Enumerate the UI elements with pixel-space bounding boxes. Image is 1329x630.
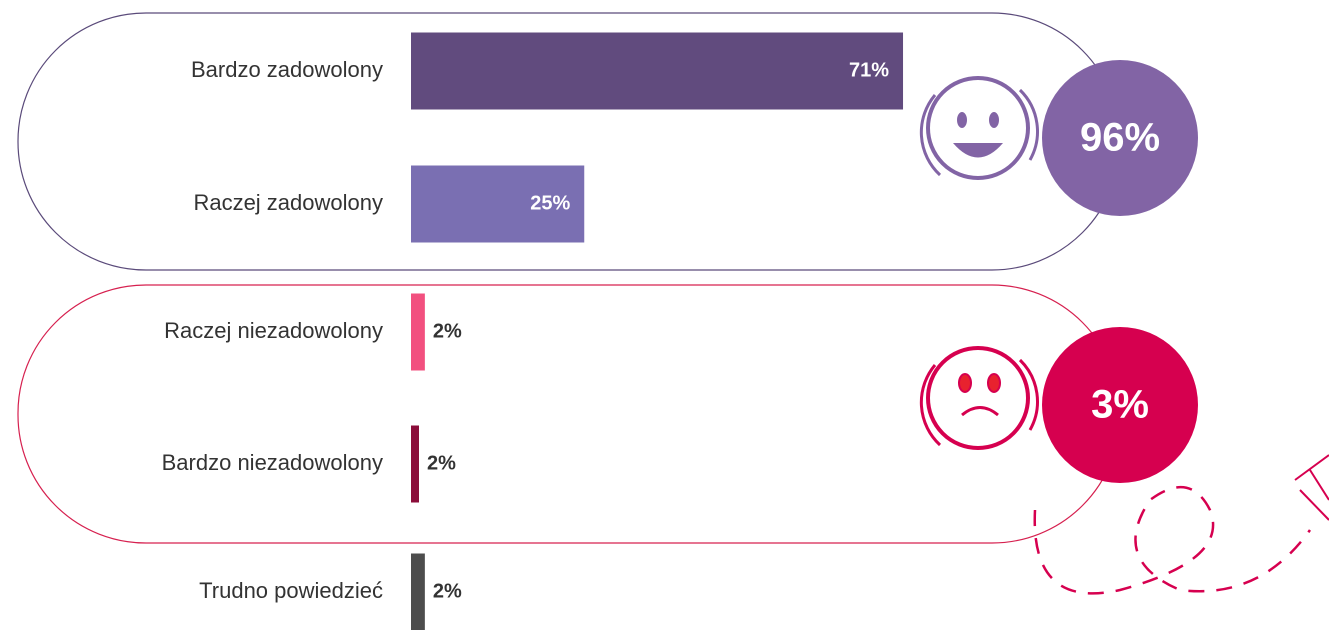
value-label: 71%: [849, 59, 889, 81]
bar: [411, 165, 585, 243]
category-label: Raczej niezadowolony: [164, 318, 383, 343]
category-label: Bardzo niezadowolony: [162, 450, 383, 475]
smiley-icon: [919, 76, 1039, 180]
badge-circle: [1042, 327, 1198, 483]
value-label: 25%: [530, 192, 570, 214]
category-label: Trudno powiedzieć: [199, 578, 383, 603]
value-label: 2%: [433, 580, 462, 602]
badge-label: 96%: [1080, 116, 1160, 160]
category-label: Bardzo zadowolony: [191, 57, 383, 82]
frown-icon: [919, 346, 1039, 450]
value-label: 2%: [427, 452, 456, 474]
badge-circle: [1042, 60, 1198, 216]
category-label: Raczej zadowolony: [193, 190, 383, 215]
bar: [411, 32, 904, 110]
badge-label: 3%: [1091, 383, 1149, 427]
bar: [411, 425, 419, 503]
value-label: 2%: [433, 320, 462, 342]
decoration: [1033, 454, 1329, 595]
bar: [411, 553, 425, 630]
bar: [411, 293, 425, 371]
